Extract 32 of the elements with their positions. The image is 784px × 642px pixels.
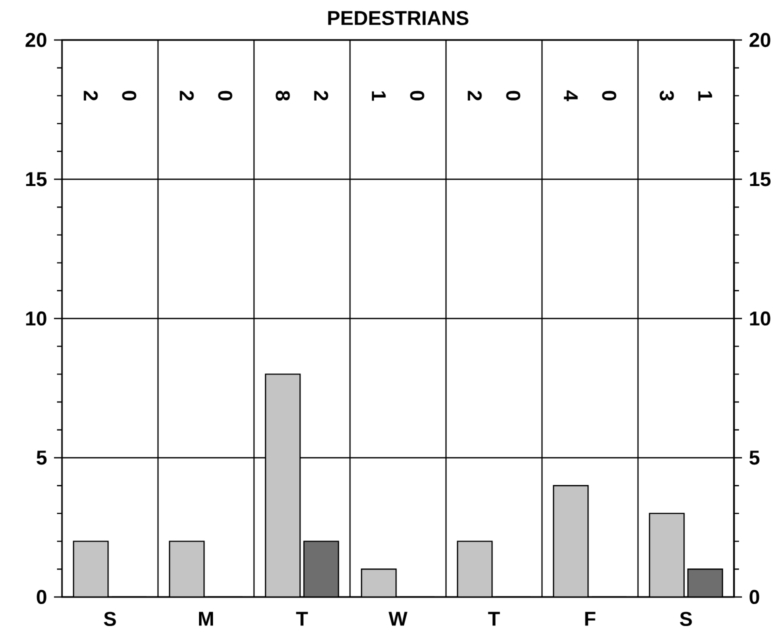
- annotation: 0: [602, 90, 616, 100]
- annotation: 8: [276, 90, 290, 101]
- annotation: 0: [410, 90, 424, 100]
- annotation: 2: [180, 90, 194, 100]
- annotation: 0: [218, 90, 232, 100]
- y2-tick-label: 10: [750, 311, 770, 326]
- annotation: 0: [506, 90, 520, 100]
- x-tick-label: M: [199, 612, 213, 626]
- x-tick-label: S: [104, 612, 116, 626]
- chart-title: PEDESTRIANS: [328, 10, 468, 26]
- annotation: 2: [468, 90, 482, 100]
- annotation: 2: [84, 90, 98, 100]
- y-tick-label: 0: [36, 590, 46, 604]
- x-tick-label: F: [585, 612, 596, 626]
- y2-tick-label: 20: [750, 32, 770, 48]
- x-tick-label: T: [296, 612, 308, 626]
- annotation: 1: [372, 91, 386, 101]
- annotation: 0: [122, 90, 136, 100]
- y2-tick-label: 15: [750, 172, 771, 186]
- annotation: 1: [698, 91, 712, 101]
- annotation: 2: [314, 90, 328, 100]
- annotation: 3: [660, 90, 674, 101]
- y2-tick-label: 5: [749, 450, 760, 465]
- y-tick-label: 15: [26, 172, 47, 186]
- y-tick-label: 10: [26, 311, 46, 326]
- x-tick-label: S: [680, 612, 692, 626]
- x-tick-label: T: [488, 612, 500, 626]
- annotation: 4: [564, 90, 578, 102]
- y-tick-label: 20: [26, 32, 46, 48]
- x-tick-label: W: [388, 612, 408, 626]
- y-tick-label: 5: [36, 450, 47, 465]
- y2-tick-label: 0: [750, 590, 760, 604]
